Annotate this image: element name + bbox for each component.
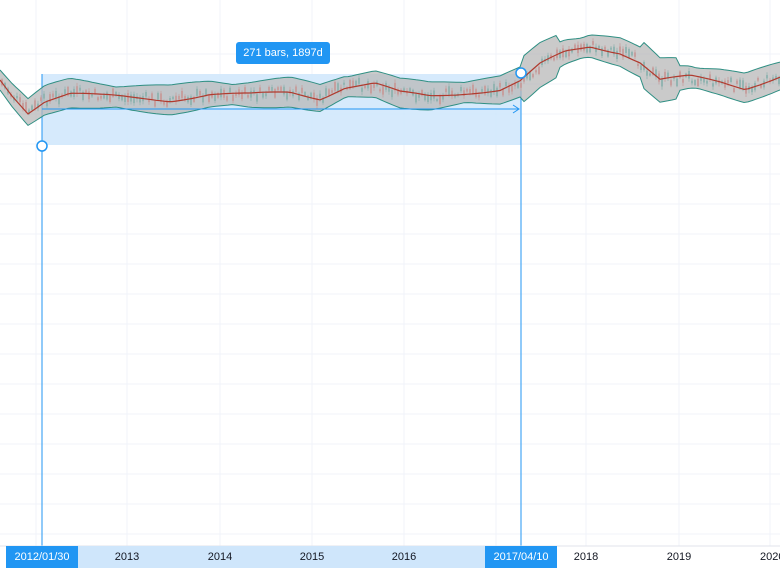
bollinger-lower-line [0, 56, 780, 127]
x-tick-label: 2019 [667, 551, 691, 563]
measure-start-handle[interactable] [36, 140, 48, 152]
x-tick-label: 2013 [115, 551, 139, 563]
measure-start-date-badge: 2012/01/30 [6, 546, 78, 568]
x-tick-label: 2015 [300, 551, 324, 563]
measure-end-date-badge: 2017/04/10 [485, 546, 557, 568]
time-axis-selection-band [42, 546, 521, 568]
x-tick-label: 2018 [574, 551, 598, 563]
bollinger-basis-line [0, 46, 780, 115]
measure-end-handle[interactable] [515, 67, 527, 79]
x-tick-label: 2020 [760, 551, 780, 563]
measure-arrow-head [512, 104, 520, 114]
measure-info-label: 271 bars, 1897d [236, 42, 330, 64]
x-tick-label: 2014 [208, 551, 232, 563]
x-tick-label: 2016 [392, 551, 416, 563]
bollinger-upper-line [0, 34, 780, 100]
